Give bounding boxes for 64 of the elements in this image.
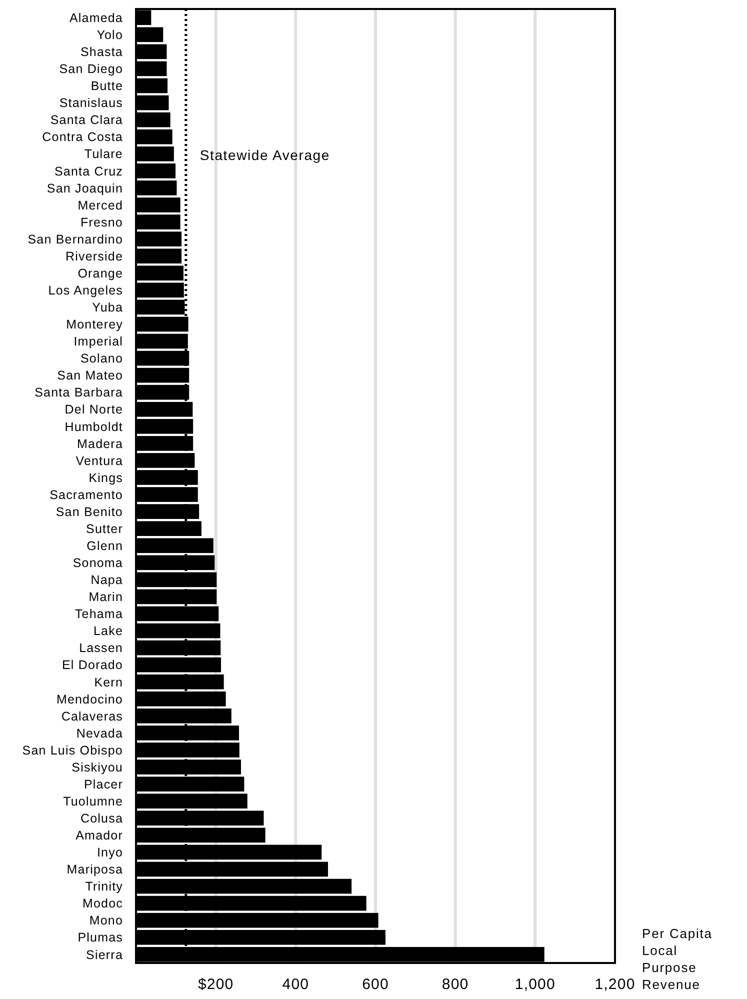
y-tick-label: Riverside [66,249,123,264]
y-tick-label: San Joaquin [46,181,123,196]
y-tick-label: Santa Cruz [54,164,123,178]
y-tick-label: San Benito [56,504,123,519]
y-tick-label: Calaveras [61,709,123,724]
x-tick-label: $200 [198,976,234,993]
y-tick-label: Glenn [86,538,123,553]
y-tick-label: Yolo [96,28,123,42]
y-tick-label: San Diego [59,62,123,76]
y-tick-label: Monterey [66,318,124,332]
x-axis-title: Per Capita Local Purpose Revenue [642,926,712,992]
y-tick-label: San Bernardino [28,232,123,246]
y-tick-label: Santa Clara [50,113,123,128]
y-tick-label: Stanislaus [59,96,123,110]
y-tick-label: Sierra [86,948,123,962]
x-tick-label: 400 [282,976,310,993]
y-tick-label: Ventura [76,454,123,468]
y-tick-label: Modoc [82,896,123,911]
y-tick-label: Mariposa [66,862,123,877]
y-tick-label: Siskiyou [72,760,123,774]
y-tick-label: Lake [93,624,123,638]
y-tick-label: Solano [80,352,123,366]
y-tick-label: Madera [77,436,123,451]
y-tick-label: Imperial [74,334,123,349]
y-tick-label: Fresno [80,215,123,230]
y-tick-label: Kings [88,470,123,485]
y-tick-label: Alameda [69,10,123,25]
x-tick-label: 800 [442,976,469,993]
y-tick-label: San Mateo [57,368,123,383]
y-tick-label: Nevada [76,726,123,740]
x-tick-label: 1,000 [514,976,556,993]
y-tick-label: Inyo [96,846,123,860]
x-tick-label: 1,200 [594,976,636,993]
y-tick-label: Lassen [79,641,123,656]
y-tick-label: San Luis Obispo [22,743,123,758]
y-tick-label: Humboldt [64,420,123,434]
y-tick-label: Tehama [74,607,123,622]
y-tick-label: Mono [89,914,123,928]
y-tick-label: Contra Costa [42,130,123,144]
y-tick-label: Butte [90,79,123,94]
y-tick-label: Kern [94,675,123,690]
y-tick-label: Santa Barbara [34,386,123,400]
y-tick-label: El Dorado [62,658,123,672]
ref-line-label: Statewide Average [200,147,330,163]
y-tick-label: Placer [84,777,123,792]
y-tick-label: Del Norte [64,402,123,417]
y-tick-label: Napa [90,573,123,588]
y-tick-label: Mendocino [56,692,123,706]
y-tick-label: Tuolumne [63,794,123,808]
y-tick-label: Amador [76,828,123,843]
y-tick-label: Sacramento [50,488,123,502]
y-tick-label: Yuba [92,300,123,315]
y-tick-label: Shasta [80,45,123,60]
y-tick-label: Colusa [80,812,123,826]
y-tick-label: Plumas [78,930,123,945]
y-tick-label: Sonoma [72,556,123,570]
y-tick-label: Orange [78,266,123,280]
y-tick-label: Los Angeles [48,284,123,298]
y-tick-label: Tulare [84,147,123,162]
y-tick-label: Merced [78,198,123,212]
x-tick-label: 600 [362,976,389,993]
y-tick-label: Sutter [86,522,123,536]
y-tick-label: Trinity [85,880,124,894]
y-tick-label: Marin [88,590,123,604]
